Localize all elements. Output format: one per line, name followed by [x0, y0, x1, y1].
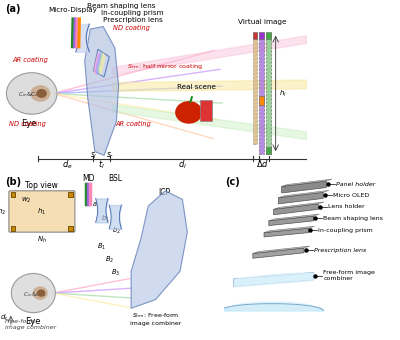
Polygon shape	[131, 191, 187, 308]
Text: ICP: ICP	[158, 188, 170, 197]
Circle shape	[31, 86, 50, 101]
Text: $B_3$: $B_3$	[111, 268, 120, 278]
Polygon shape	[264, 228, 309, 237]
Text: $h_1$: $h_1$	[37, 206, 46, 217]
Bar	[266, 147, 271, 154]
Text: $C_{in}$&$C_{ex}$: $C_{in}$&$C_{ex}$	[18, 90, 42, 99]
Text: Micro OLED: Micro OLED	[333, 193, 369, 198]
Polygon shape	[95, 53, 101, 74]
Text: (b): (b)	[5, 177, 21, 187]
Bar	[11, 192, 16, 197]
Bar	[68, 226, 73, 231]
Polygon shape	[97, 53, 102, 74]
Text: $b_2$: $b_2$	[112, 226, 121, 236]
Text: Lens holder: Lens holder	[328, 204, 365, 209]
Polygon shape	[269, 214, 319, 221]
Polygon shape	[234, 272, 314, 287]
Text: $a$: $a$	[92, 200, 97, 208]
Text: $h_2$: $h_2$	[0, 206, 6, 217]
Text: Panel holder: Panel holder	[336, 182, 375, 187]
Text: $N_h$: $N_h$	[37, 235, 47, 245]
Polygon shape	[282, 181, 326, 193]
Polygon shape	[253, 246, 310, 254]
Text: $s_r$: $s_r$	[106, 150, 114, 161]
Text: BSL: BSL	[108, 174, 122, 183]
Text: Virtual image: Virtual image	[238, 19, 287, 25]
Polygon shape	[85, 27, 118, 155]
Text: Micro-Display: Micro-Display	[48, 6, 97, 13]
Polygon shape	[278, 190, 329, 198]
Circle shape	[37, 90, 46, 97]
Text: In-coupling prism: In-coupling prism	[101, 11, 164, 16]
Text: ND coating: ND coating	[9, 121, 46, 127]
Text: $C_{in}$&$C_{ex}$: $C_{in}$&$C_{ex}$	[23, 290, 46, 299]
Text: $S_{hm}$: Free-form
image combiner: $S_{hm}$: Free-form image combiner	[130, 311, 181, 326]
Text: AR coating: AR coating	[13, 57, 48, 63]
Text: Top view: Top view	[26, 181, 58, 190]
Bar	[259, 96, 264, 105]
Bar	[266, 33, 271, 154]
Text: (c): (c)	[226, 177, 240, 187]
Text: Prescription lens: Prescription lens	[102, 17, 162, 23]
Text: Real scene: Real scene	[177, 84, 216, 90]
FancyBboxPatch shape	[9, 191, 75, 232]
Bar	[266, 32, 271, 39]
Circle shape	[6, 73, 57, 114]
Circle shape	[33, 287, 47, 299]
Text: Free-form
image combiner: Free-form image combiner	[5, 319, 56, 330]
Text: Beam shaping lens: Beam shaping lens	[87, 3, 156, 9]
Bar	[68, 192, 73, 197]
Polygon shape	[274, 204, 318, 215]
Text: $d_r$: $d_r$	[0, 313, 9, 323]
Text: $S_{hm}$: half mirror coating: $S_{hm}$: half mirror coating	[127, 62, 204, 71]
Polygon shape	[278, 192, 323, 204]
Text: In-coupling prism: In-coupling prism	[318, 228, 373, 233]
Text: (a): (a)	[6, 4, 21, 14]
Bar	[259, 32, 264, 39]
Text: Free-form image
combiner: Free-form image combiner	[323, 270, 375, 280]
Bar	[259, 33, 264, 154]
Circle shape	[38, 290, 44, 296]
Text: $s_l$: $s_l$	[90, 150, 97, 161]
Polygon shape	[253, 248, 304, 258]
Polygon shape	[99, 53, 105, 74]
Text: $b_1$: $b_1$	[101, 214, 110, 224]
Text: AR coating: AR coating	[115, 121, 151, 127]
Text: Eye: Eye	[26, 317, 41, 326]
Text: $d_e$: $d_e$	[62, 158, 72, 171]
Text: Eye: Eye	[21, 119, 36, 128]
Circle shape	[176, 102, 202, 123]
Polygon shape	[264, 226, 314, 233]
Text: $B_1$: $B_1$	[97, 241, 106, 252]
Polygon shape	[282, 179, 332, 186]
Text: MD: MD	[82, 174, 94, 183]
Text: $t_l$: $t_l$	[98, 158, 105, 171]
Polygon shape	[274, 202, 324, 209]
Polygon shape	[93, 49, 109, 77]
Bar	[11, 226, 16, 231]
Polygon shape	[200, 100, 212, 121]
Text: ND coating: ND coating	[113, 25, 150, 31]
Text: $B_2$: $B_2$	[104, 255, 114, 265]
Polygon shape	[94, 53, 100, 74]
Bar	[254, 33, 258, 144]
Bar	[254, 32, 258, 39]
Text: $\Delta d$: $\Delta d$	[256, 158, 269, 169]
Polygon shape	[269, 216, 314, 226]
Polygon shape	[98, 53, 104, 74]
Text: $h_i$: $h_i$	[279, 88, 286, 99]
Text: Beam shaping lens: Beam shaping lens	[323, 216, 383, 221]
Text: Prescription lens: Prescription lens	[314, 248, 366, 253]
Circle shape	[11, 273, 55, 313]
Text: $d_l$: $d_l$	[178, 158, 187, 171]
Text: $w_2$: $w_2$	[21, 196, 32, 205]
